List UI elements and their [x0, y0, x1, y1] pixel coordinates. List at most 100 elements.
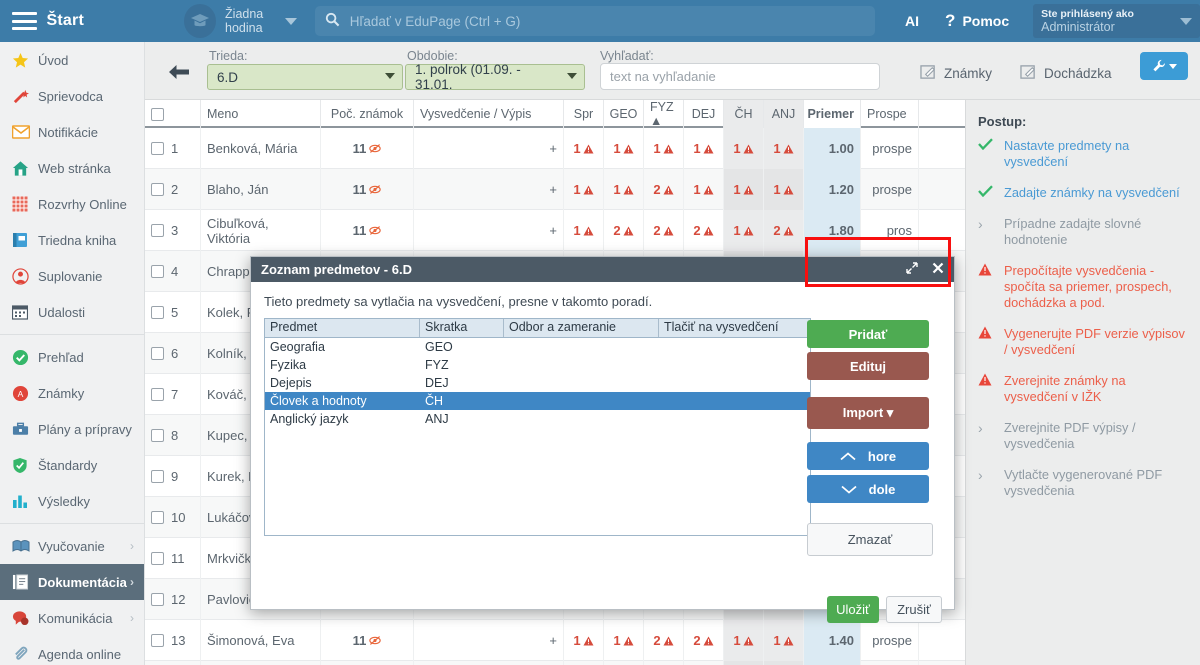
move-up-button[interactable]: hore	[807, 442, 929, 470]
student-name[interactable]: Blaho, Ján	[201, 169, 321, 210]
row-checkbox-cell[interactable]: 8	[145, 415, 201, 456]
row-checkbox-cell[interactable]: 14	[145, 661, 201, 665]
result-cell[interactable]: prospe	[861, 169, 919, 210]
grade-cell[interactable]: 1	[724, 210, 764, 251]
procedure-step-label[interactable]: Prepočítajte vysvedčenia - spočíta sa pr…	[1004, 263, 1172, 310]
row-checkbox[interactable]	[151, 593, 164, 606]
row-checkbox-cell[interactable]: 10	[145, 497, 201, 538]
report-add-cell[interactable]: +	[414, 620, 564, 661]
row-checkbox-cell[interactable]: 3	[145, 210, 201, 251]
row-checkbox[interactable]	[151, 552, 164, 565]
row-checkbox-cell[interactable]: 7	[145, 374, 201, 415]
grid-header-ch[interactable]: ČH	[724, 100, 764, 128]
grade-cell[interactable]: 1	[604, 661, 644, 665]
grade-cell[interactable]: 2	[644, 169, 684, 210]
procedure-step[interactable]: › Vytlačte vygenerované PDF vysvedčenia	[978, 467, 1188, 499]
subject-row[interactable]: Dejepis DEJ	[265, 374, 810, 392]
grade-cell[interactable]: 1	[764, 128, 804, 169]
save-button[interactable]: Uložiť	[827, 596, 879, 623]
sidebar-item-agenda-online[interactable]: Agenda online	[0, 636, 144, 665]
grade-count[interactable]: 11	[321, 210, 414, 251]
sidebar-item-vyucovanie[interactable]: Vyučovanie ›	[0, 528, 144, 564]
row-checkbox[interactable]	[151, 388, 164, 401]
procedure-step-label[interactable]: Prípadne zadajte slovné hodnotenie	[1004, 216, 1142, 247]
row-checkbox[interactable]	[151, 511, 164, 524]
report-add-cell[interactable]: +	[414, 128, 564, 169]
row-checkbox[interactable]	[151, 224, 164, 237]
average-cell[interactable]: 1.20	[804, 169, 861, 210]
procedure-step[interactable]: › Prípadne zadajte slovné hodnotenie	[978, 216, 1188, 248]
import-button[interactable]: Import ▾	[807, 397, 929, 429]
class-select[interactable]: 6.D	[207, 64, 403, 90]
sidebar-item-udalosti[interactable]: Udalosti	[0, 294, 144, 330]
grade-cell[interactable]: 2	[604, 210, 644, 251]
sidebar-item-rozvrhy-online[interactable]: Rozvrhy Online	[0, 186, 144, 222]
help-button[interactable]: ? Pomoc	[945, 11, 1009, 31]
grid-header-average[interactable]: Priemer	[804, 100, 861, 128]
subject-col-abbr[interactable]: Skratka	[420, 319, 504, 337]
subject-row[interactable]: Fyzika FYZ	[265, 356, 810, 374]
back-arrow-icon[interactable]	[167, 63, 191, 84]
user-menu[interactable]: Ste prihlásený ako Administrátor	[1033, 4, 1200, 38]
subject-col-print[interactable]: Tlačiť na vysvedčení	[664, 320, 779, 334]
average-cell[interactable]: 1.40	[804, 620, 861, 661]
sidebar-item-komunikacia[interactable]: Komunikácia ›	[0, 600, 144, 636]
procedure-step[interactable]: Nastavte predmety na vysvedčení	[978, 138, 1188, 170]
row-checkbox[interactable]	[151, 183, 164, 196]
student-name[interactable]: Cibuľková, Viktória	[201, 210, 321, 251]
grade-cell[interactable]: 2	[644, 661, 684, 665]
sidebar-item-dokumentacia[interactable]: Dokumentácia ›	[0, 564, 144, 600]
sidebar-item-sprievodca[interactable]: Sprievodca	[0, 78, 144, 114]
delete-button[interactable]: Zmazať	[807, 523, 933, 556]
sidebar-item-standardy[interactable]: Štandardy	[0, 447, 144, 483]
sidebar-item-triedna-kniha[interactable]: Triedna kniha	[0, 222, 144, 258]
grade-cell[interactable]: 1	[564, 661, 604, 665]
sidebar-item-uvod[interactable]: Úvod	[0, 42, 144, 78]
grade-cell[interactable]: 1	[724, 169, 764, 210]
procedure-step-label[interactable]: Zverejnite známky na vysvedčení v IŽK	[1004, 373, 1126, 404]
grade-cell[interactable]: 1	[564, 620, 604, 661]
grade-cell[interactable]: 1	[684, 169, 724, 210]
subject-col-name[interactable]: Predmet	[265, 319, 420, 337]
grade-count[interactable]: 11	[321, 128, 414, 169]
grade-cell[interactable]: 1	[724, 620, 764, 661]
row-checkbox[interactable]	[151, 306, 164, 319]
procedure-step[interactable]: Zadajte známky na vysvedčení	[978, 185, 1188, 201]
row-checkbox[interactable]	[151, 347, 164, 360]
hamburger-icon[interactable]	[12, 12, 37, 30]
grid-header-count[interactable]: Poč. známok	[321, 100, 414, 128]
grade-cell[interactable]: 1	[644, 128, 684, 169]
edit-button[interactable]: Edituj	[807, 352, 929, 380]
row-checkbox-cell[interactable]: 12	[145, 579, 201, 620]
grade-count[interactable]: 11	[321, 661, 414, 665]
report-add-cell[interactable]: +	[414, 210, 564, 251]
row-checkbox-cell[interactable]: 11	[145, 538, 201, 579]
sidebar-item-znamky[interactable]: A Známky	[0, 375, 144, 411]
grade-cell[interactable]: 1	[764, 620, 804, 661]
grade-cell[interactable]: 1	[604, 169, 644, 210]
grade-cell[interactable]: 1	[684, 128, 724, 169]
row-checkbox-cell[interactable]: 13	[145, 620, 201, 661]
grid-header-dej[interactable]: DEJ	[684, 100, 724, 128]
sidebar-item-web-stranka[interactable]: Web stránka	[0, 150, 144, 186]
grade-cell[interactable]: 1	[764, 661, 804, 665]
select-all-checkbox[interactable]	[151, 107, 164, 121]
row-checkbox-cell[interactable]: 5	[145, 292, 201, 333]
grade-cell[interactable]: 2	[764, 210, 804, 251]
grid-header-result[interactable]: Prospe	[861, 100, 919, 128]
graduation-cap-icon[interactable]	[183, 4, 217, 38]
procedure-step-label[interactable]: Vytlačte vygenerované PDF vysvedčenia	[1004, 467, 1163, 498]
report-add-cell[interactable]: +	[414, 661, 564, 665]
report-add-cell[interactable]: +	[414, 169, 564, 210]
procedure-step[interactable]: Zverejnite známky na vysvedčení v IŽK	[978, 373, 1188, 405]
ai-button[interactable]: AI	[905, 13, 920, 29]
procedure-step[interactable]: Prepočítajte vysvedčenia - spočíta sa pr…	[978, 263, 1188, 311]
procedure-step-label[interactable]: Vygenerujte PDF verzie výpisov / vysvedč…	[1004, 326, 1185, 357]
search-input[interactable]: text na vyhľadanie	[600, 63, 880, 90]
grid-header-spr[interactable]: Spr	[564, 100, 604, 128]
tools-button[interactable]	[1140, 52, 1188, 80]
row-checkbox-cell[interactable]: 4	[145, 251, 201, 292]
grade-cell[interactable]: 1	[724, 661, 764, 665]
average-cell[interactable]: 1.40	[804, 661, 861, 665]
row-checkbox[interactable]	[151, 265, 164, 278]
